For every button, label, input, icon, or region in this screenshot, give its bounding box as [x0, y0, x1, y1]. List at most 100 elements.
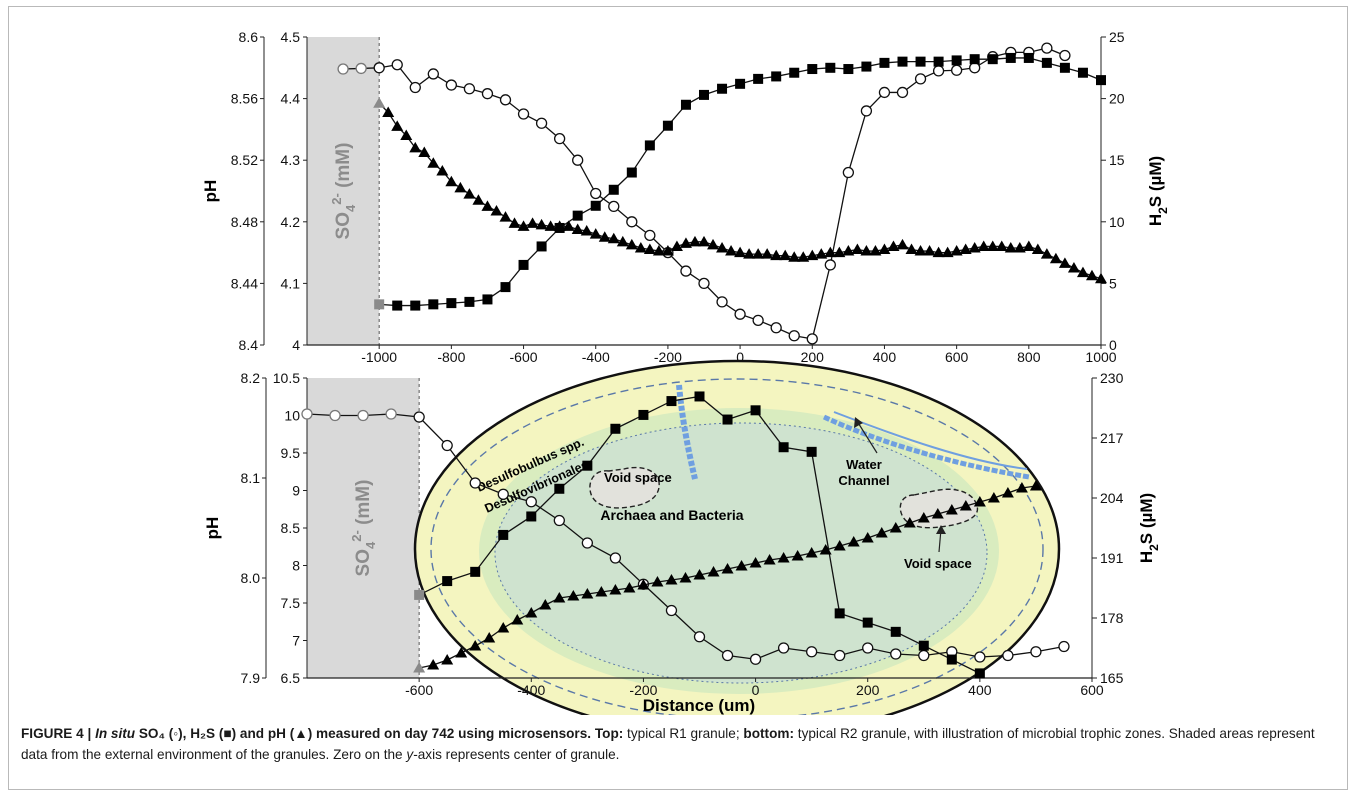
b-h2s-point	[526, 511, 537, 522]
b-ph-point	[651, 576, 664, 587]
caption-italic-title: In situ	[95, 726, 136, 741]
b-h2s-point	[694, 391, 705, 402]
t-so4-point	[716, 296, 728, 308]
t-h2s-point	[879, 57, 890, 68]
caption-bottom-label: bottom:	[743, 726, 795, 741]
b-x-tick-label: 400	[968, 682, 992, 698]
t-ph-point	[914, 245, 927, 256]
b-ph-point	[763, 554, 776, 565]
b-x-tick-label: 0	[752, 682, 760, 698]
t-ph-point	[716, 241, 729, 253]
b-h2s-point	[470, 566, 481, 577]
t-h2s-point	[590, 200, 601, 211]
b-so4-tick-label: 8.5	[281, 520, 301, 536]
t-ph-point	[382, 106, 395, 117]
void-arrow-head	[936, 525, 946, 534]
figure-caption: FIGURE 4 | In situ SO₄ (◦), H₂S (■) and …	[21, 723, 1341, 765]
b-ph-point	[721, 563, 734, 574]
b-so4-point	[890, 648, 902, 660]
t-ph-point	[454, 181, 467, 193]
void-space-label-2: Void space	[904, 556, 972, 571]
b-so4-tick-label: 9	[292, 483, 300, 499]
t-ph-point	[851, 243, 864, 255]
t-ph-point	[1076, 266, 1089, 278]
b-ph-point	[847, 536, 860, 547]
t-h2s-point	[789, 67, 800, 78]
top-panel: -1000 -800 -600 -400 -200 0 200 400 600 800 10008.…	[201, 29, 1170, 365]
b-ph-point	[441, 654, 454, 665]
t-h2s-point	[735, 78, 746, 89]
b-ph-point	[791, 550, 804, 561]
b-ph-point	[553, 592, 566, 603]
t-ph-point	[499, 211, 512, 222]
t-so4-point	[608, 200, 620, 213]
t-h2s-point	[572, 210, 583, 221]
t-so4-point	[499, 94, 512, 106]
void-space-shape-2	[899, 488, 979, 529]
t-ph-point	[707, 238, 720, 250]
t-h2s-point	[1059, 62, 1070, 73]
b-h2s-point	[862, 617, 873, 628]
b-h2s-point	[638, 409, 649, 420]
t-so4-point	[427, 68, 439, 80]
t-ph-point	[977, 240, 990, 251]
t-so4-point	[535, 117, 548, 129]
t-h2s-point	[933, 56, 944, 67]
b-ph-point	[623, 582, 636, 593]
t-ph-point	[562, 220, 575, 231]
t-ph-tick-label: 8.4	[239, 337, 259, 353]
bottom-x-axis-label: Distance (um)	[643, 696, 755, 715]
t-so4-point	[752, 314, 764, 327]
b-so4-series-line	[306, 413, 1065, 660]
t-ph-point	[418, 146, 431, 157]
t-ph-point	[770, 249, 783, 261]
t-so4-point	[860, 105, 873, 117]
t-so4-point	[1041, 42, 1053, 54]
t-ph-point	[634, 241, 647, 253]
b-ph-point	[665, 574, 678, 585]
t-ph-point	[761, 248, 774, 259]
t-h2s-point	[699, 89, 709, 100]
b-so4-point	[974, 651, 986, 663]
t-ph-point	[833, 246, 846, 258]
b-ph-point	[1029, 480, 1042, 491]
t-h2s-point	[1005, 52, 1016, 63]
t-ph-point	[400, 129, 413, 141]
t-h2s-point	[807, 64, 818, 75]
b-so4-tick-label: 6.5	[281, 670, 301, 686]
t-ph-point	[941, 246, 954, 258]
b-so4-tick-label: 10	[284, 408, 300, 424]
t-h2s-point	[392, 300, 403, 311]
t-ph-point	[679, 237, 692, 248]
t-ph-point	[878, 243, 891, 255]
b-so4-point	[721, 649, 734, 662]
b-so4-point	[777, 642, 790, 654]
b-ph-tick-label: 8.0	[241, 570, 261, 586]
b-ph-point	[469, 640, 482, 651]
b-so4-point	[805, 646, 818, 658]
t-h2s-point	[662, 120, 673, 131]
t-so4-point	[572, 154, 584, 166]
t-ph-point	[598, 231, 611, 242]
b-ph-point	[413, 662, 426, 673]
t-so4-point	[337, 63, 349, 75]
t-h2s-tick-label: 10	[1109, 214, 1125, 230]
t-ph-point	[896, 238, 909, 250]
t-x-tick-label: 0	[736, 349, 744, 365]
caption-title: SO₄ (◦), H₂S (■) and pH (▲) measured on …	[135, 726, 592, 741]
b-so4-point	[834, 649, 846, 662]
t-ph-point	[869, 245, 882, 256]
b-so4-point	[525, 496, 537, 508]
t-h2s-tick-label: 20	[1109, 91, 1125, 107]
t-so4-point	[770, 322, 782, 334]
t-h2s-point	[1096, 75, 1106, 86]
t-so4-point	[590, 187, 602, 200]
t-ph-point	[860, 245, 873, 256]
t-so4-point	[409, 81, 421, 94]
t-ph-point	[526, 217, 539, 228]
t-so4-point	[373, 62, 385, 74]
t-h2s-point	[861, 61, 872, 72]
t-ph-point	[670, 240, 683, 251]
t-x-tick-label: 800	[1017, 349, 1041, 365]
t-x-tick-label: -1000	[361, 349, 397, 365]
